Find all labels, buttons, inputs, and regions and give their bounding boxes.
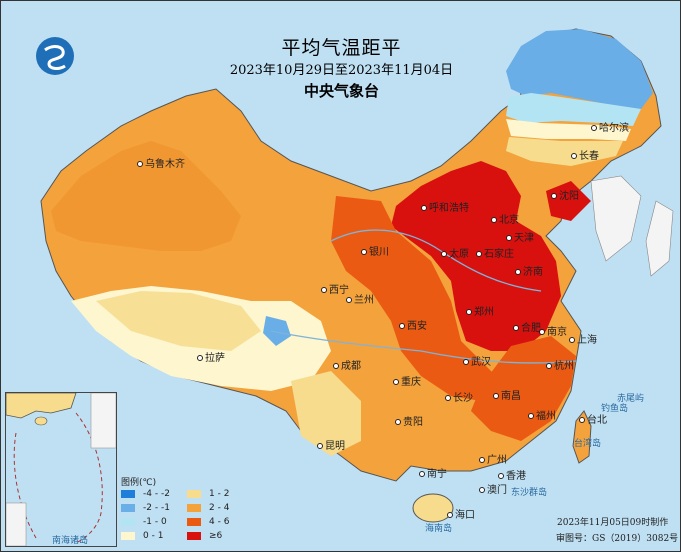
- city-beijing: 北京: [491, 211, 519, 226]
- city-yinchuan: 银川: [361, 243, 389, 258]
- city-hefei: 合肥: [513, 319, 541, 334]
- northeast-cold-region: [506, 29, 653, 109]
- label-diaoyu: 钓鱼岛: [601, 404, 629, 414]
- map-date-range: 2023年10月29日至2023年11月04日: [229, 63, 454, 78]
- city-xian: 西安: [399, 317, 427, 332]
- legend-item: -2 - -1: [121, 503, 170, 513]
- label-dongsha: 东沙群岛: [511, 488, 548, 498]
- city-harbin: 哈尔滨: [591, 119, 629, 134]
- city-taibei: 台北: [579, 411, 607, 426]
- city-chengdu: 成都: [333, 357, 361, 372]
- footer-made-date: 2023年11月05日09时制作: [557, 518, 669, 528]
- city-nanning: 南宁: [419, 465, 447, 480]
- city-hohhot: 呼和浩特: [421, 199, 469, 214]
- legend-item: 4 - 6: [187, 517, 229, 527]
- label-taiwan-island: 台湾岛: [574, 439, 602, 449]
- city-changchun: 长春: [571, 147, 599, 162]
- city-macau: 澳门: [479, 481, 507, 496]
- city-changsha: 长沙: [445, 389, 473, 404]
- map-agency: 中央气象台: [303, 82, 379, 100]
- legend-item: 0 - 1: [121, 531, 163, 541]
- legend-item: 2 - 4: [187, 503, 229, 513]
- inset-map: [6, 393, 116, 546]
- city-lanzhou: 兰州: [346, 291, 374, 306]
- city-jinan: 济南: [515, 263, 543, 278]
- cma-logo: [36, 37, 74, 75]
- city-shanghai: 上海: [569, 331, 597, 346]
- city-shijiazhuang: 石家庄: [476, 245, 514, 260]
- legend-item: -4 - -2: [121, 489, 170, 499]
- city-chongqing: 重庆: [393, 373, 421, 388]
- legend-item: -1 - 0: [121, 517, 167, 527]
- city-guiyang: 贵阳: [395, 413, 423, 428]
- city-shenyang: 沈阳: [551, 187, 579, 202]
- label-south-sea-islands: 南海诸岛: [52, 536, 89, 546]
- city-hangzhou: 杭州: [546, 357, 574, 372]
- legend-item: ≥6: [187, 531, 222, 541]
- map-title: 平均气温距平: [281, 37, 402, 59]
- label-hainan-island: 海南岛: [425, 524, 453, 534]
- city-nanjing: 南京: [539, 323, 567, 338]
- city-urumqi: 乌鲁木齐: [137, 155, 185, 170]
- city-fuzhou: 福州: [528, 407, 556, 422]
- city-guangzhou: 广州: [479, 451, 507, 466]
- city-tianjin: 天津: [506, 229, 534, 244]
- city-zhengzhou: 郑州: [466, 303, 494, 318]
- city-hongkong: 香港: [498, 467, 526, 482]
- city-xining: 西宁: [321, 281, 349, 296]
- taiwan-island: [572, 410, 592, 464]
- legend-item: 1 - 2: [187, 489, 229, 499]
- city-haikou: 海口: [447, 506, 475, 521]
- city-lhasa: 拉萨: [197, 349, 225, 364]
- legend-title: 图例(℃): [121, 478, 157, 488]
- label-chiwei: 赤尾屿: [617, 394, 645, 404]
- footer-review-number: 审图号：GS（2019）3082号: [556, 534, 679, 544]
- city-taiyuan: 太原: [441, 245, 469, 260]
- city-nanchang: 南昌: [493, 387, 521, 402]
- south-sea-inset: 南海诸岛: [5, 392, 117, 547]
- legend: 图例(℃) -4 - -2 1 - 2 -2 - -1 2 - 4 -1 - 0…: [117, 475, 237, 547]
- city-wuhan: 武汉: [463, 353, 491, 368]
- hainan-island: [412, 493, 454, 523]
- city-kunming: 昆明: [317, 437, 345, 452]
